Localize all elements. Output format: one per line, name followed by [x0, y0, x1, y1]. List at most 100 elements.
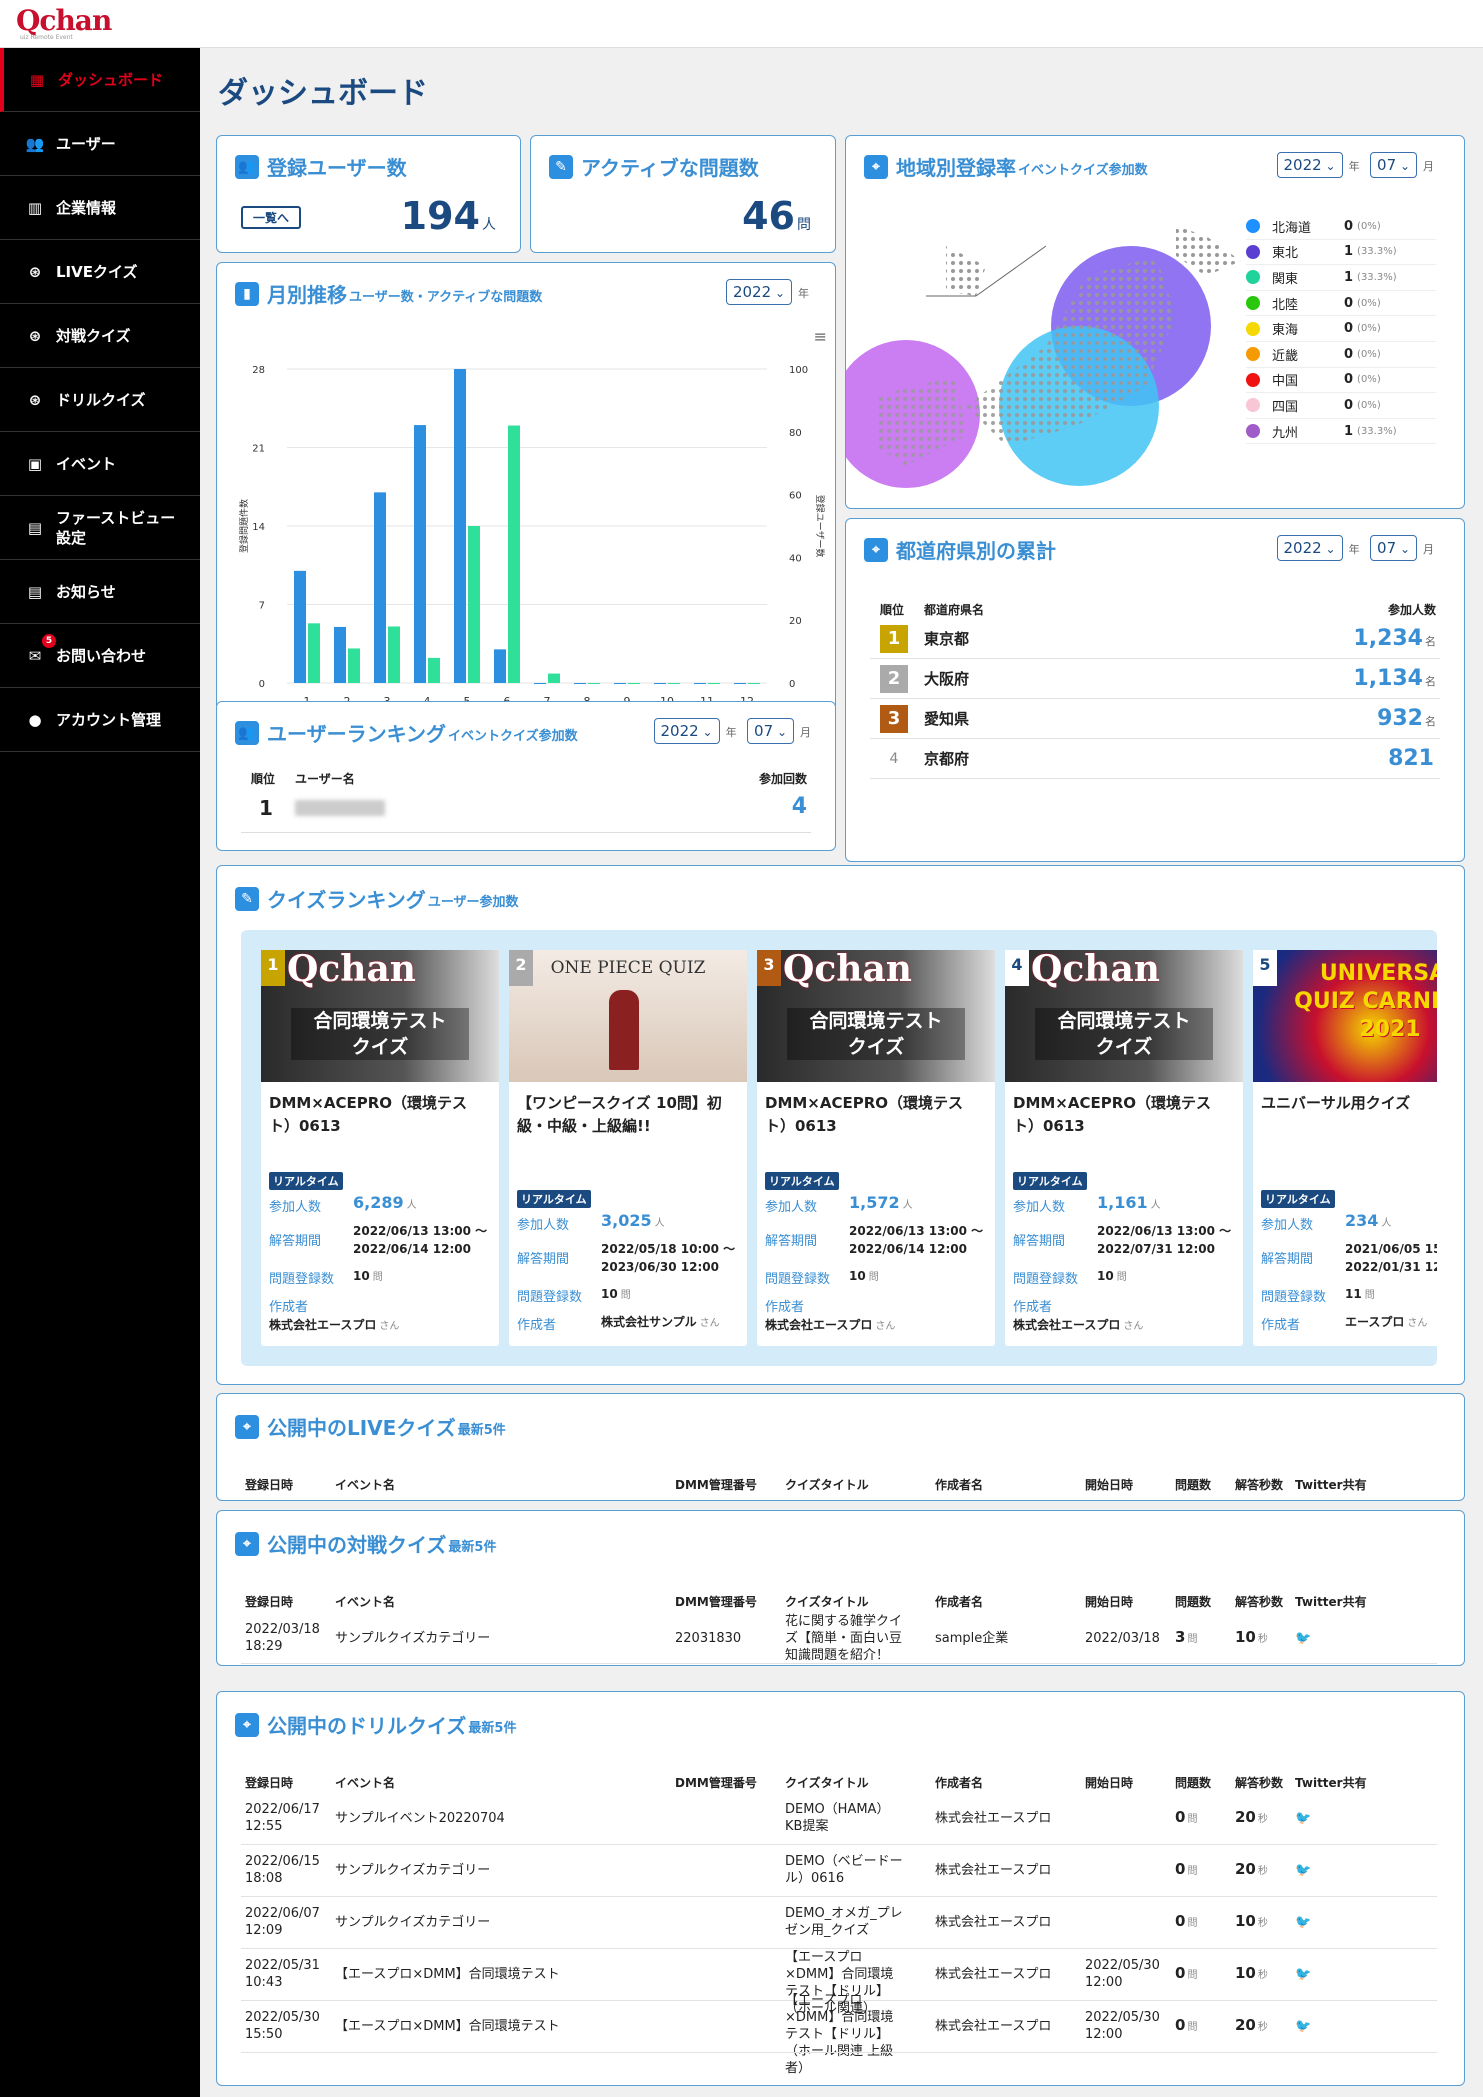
sidebar-item-label: お問い合わせ	[56, 647, 147, 665]
y-tick-right: 20	[789, 616, 802, 627]
cell-event[interactable]: サンプルクイズカテゴリー	[335, 1862, 491, 1878]
mail-icon: ✉	[28, 646, 42, 665]
month-select[interactable]: 07	[747, 718, 794, 744]
cell-seconds: 20 秒	[1235, 1808, 1268, 1826]
quiz-card[interactable]: Qchan 合同環境テスト クイズ 3 DMM×ACEPRO（環境テスト）0613 リア…	[757, 950, 995, 1346]
year-select[interactable]: 2022	[1276, 535, 1343, 561]
user-list-button[interactable]: 一覧へ	[241, 206, 302, 229]
col-header: 作成者名	[935, 1595, 984, 1609]
quiz-card[interactable]: UNIVERSAL QUIZ CARNIVAL 2021 5 ユニバーサル用クイズリ…	[1253, 950, 1437, 1346]
cell-title[interactable]: 【エースプロ×DMM】合同環境テスト【ドリル】（ホール関連）	[785, 1949, 894, 2016]
cell-author: 株式会社エースプロ	[935, 1914, 1052, 1930]
participants-value: 6,289 人	[353, 1193, 417, 1212]
thumb-brand: Qchan	[287, 950, 416, 990]
sidebar-item[interactable]: ⊛ ドリルクイズ	[0, 368, 200, 432]
quiz-card[interactable]: Qchan 合同環境テスト クイズ 1 DMM×ACEPRO（環境テスト）0613 リア…	[261, 950, 499, 1346]
year-select[interactable]: 2022	[725, 279, 792, 305]
author-value: エースプロ さん	[1345, 1315, 1428, 1329]
month-select[interactable]: 07	[1370, 535, 1417, 561]
year-select[interactable]: 2022	[653, 718, 720, 744]
prefecture-name: 京都府	[924, 750, 970, 768]
region-legend-item[interactable]: 中国 0 (0%)	[1246, 368, 1436, 394]
legend-dot	[1246, 424, 1260, 439]
twitter-share-icon[interactable]: 🐦	[1295, 1811, 1312, 1826]
app-logo[interactable]: Qchan uiz Remote Event	[16, 4, 112, 41]
region-legend-item[interactable]: 四国 0 (0%)	[1246, 393, 1436, 419]
sidebar-item[interactable]: ▦ ダッシュボード	[0, 48, 200, 112]
sidebar-item[interactable]: ▤ ファーストビュー 設定	[0, 496, 200, 560]
sidebar-item[interactable]: ✉ お問い合わせ 5	[0, 624, 200, 688]
quiz-title[interactable]: DMM×ACEPRO（環境テスト）0613	[1013, 1094, 1212, 1135]
cell-event[interactable]: 【エースプロ×DMM】合同環境テスト	[335, 2018, 560, 2034]
thumb-brand: Qchan	[783, 950, 912, 990]
quiz-title[interactable]: 【ワンピースクイズ 10問】初級・中級・上級編!!	[517, 1094, 722, 1135]
twitter-share-icon[interactable]: 🐦	[1295, 1915, 1312, 1930]
cell-seconds: 10 秒	[1235, 1964, 1268, 1982]
sidebar-item-label: ダッシュボード	[58, 71, 164, 89]
bar-active-questions	[414, 425, 426, 683]
month-select[interactable]: 07	[1370, 152, 1417, 178]
cell-title[interactable]: DEMO_オメガ_プレゼン用_クイズ	[785, 1906, 903, 1938]
region-legend-item[interactable]: 北海道 0 (0%)	[1246, 214, 1436, 240]
twitter-share-icon[interactable]: 🐦	[1295, 1631, 1312, 1646]
bar-active-questions	[294, 570, 306, 683]
cell-event[interactable]: サンプルクイズカテゴリー	[335, 1914, 491, 1930]
quiz-card[interactable]: Qchan 合同環境テスト クイズ 4 DMM×ACEPRO（環境テスト）0613 リア…	[1005, 950, 1243, 1346]
year-select[interactable]: 2022	[1276, 152, 1343, 178]
cell-title[interactable]: DEMO（HAMA）KB提案	[785, 1802, 890, 1834]
map-pin-icon: ⌖	[864, 537, 888, 562]
sidebar-item[interactable]: ▥ 企業情報	[0, 176, 200, 240]
col-header: DMM管理番号	[675, 1478, 757, 1492]
region-legend-item[interactable]: 近畿 0 (0%)	[1246, 342, 1436, 368]
label-period: 解答期間	[765, 1234, 818, 1249]
sidebar-item[interactable]: ▤ お知らせ	[0, 560, 200, 624]
character-figure	[609, 990, 639, 1070]
sidebar-item[interactable]: 👥 ユーザー	[0, 112, 200, 176]
cell-event[interactable]: 【エースプロ×DMM】合同環境テスト	[335, 1966, 560, 1982]
bar-active-questions	[694, 683, 706, 684]
cell-title[interactable]: DEMO（ベビードール）0616	[785, 1854, 903, 1886]
twitter-share-icon[interactable]: 🐦	[1295, 1967, 1312, 1982]
region-count: 0	[1344, 218, 1354, 234]
cell-title[interactable]: 花に関する雑学クイズ【簡単・面白い豆知識問題を紹介！	[785, 1613, 903, 1663]
realtime-tag: リアルタイム	[517, 1190, 591, 1208]
cell-seconds: 20 秒	[1235, 1860, 1268, 1878]
cell-date: 2022/05/30 15:50	[245, 2010, 320, 2042]
year-select-group: 2022年	[725, 279, 815, 305]
quiz-card[interactable]: ONE PIECE QUIZ 2 【ワンピースクイズ 10問】初級・中級・上級編!!…	[509, 950, 747, 1346]
col-header: 開始日時	[1085, 1776, 1134, 1790]
cell-author: 株式会社エースプロ	[935, 1966, 1052, 1982]
region-count: 0	[1344, 295, 1354, 311]
menu-icon[interactable]: ≡	[813, 327, 827, 346]
period-value: 2022/06/13 13:00 〜 2022/07/31 12:00	[1097, 1224, 1232, 1256]
quiz-title[interactable]: DMM×ACEPRO（環境テスト）0613	[269, 1094, 468, 1135]
region-pct: (0%)	[1357, 348, 1381, 360]
cell-event[interactable]: サンプルイベント20220704	[335, 1810, 505, 1826]
realtime-tag: リアルタイム	[1013, 1172, 1087, 1190]
region-legend-item[interactable]: 九州 1 (33.3%)	[1246, 419, 1436, 445]
sidebar-item[interactable]: ⊛ 対戦クイズ	[0, 304, 200, 368]
region-legend-item[interactable]: 北陸 0 (0%)	[1246, 291, 1436, 317]
region-name: 東海	[1272, 323, 1299, 339]
twitter-share-icon[interactable]: 🐦	[1295, 2019, 1312, 2034]
region-pct: (33.3%)	[1357, 425, 1397, 437]
region-legend-item[interactable]: 関東 1 (33.3%)	[1246, 265, 1436, 291]
region-count: 0	[1344, 372, 1354, 388]
legend-dot	[1246, 296, 1260, 311]
cell-date: 2022/05/31 10:43	[245, 1958, 320, 1990]
region-legend-item[interactable]: 東海 0 (0%)	[1246, 316, 1436, 342]
region-legend-item[interactable]: 東北 1 (33.3%)	[1246, 240, 1436, 266]
quiz-title[interactable]: DMM×ACEPRO（環境テスト）0613	[765, 1094, 964, 1135]
sidebar-item[interactable]: ● アカウント管理	[0, 688, 200, 752]
cell-event[interactable]: サンプルクイズカテゴリー	[335, 1630, 491, 1646]
twitter-share-icon[interactable]: 🐦	[1295, 1863, 1312, 1878]
map-pin-icon: ⌖	[235, 1414, 259, 1439]
legend-dot	[1246, 244, 1260, 259]
row-divider	[241, 2000, 1437, 2001]
cell-title[interactable]: 【エースプロ×DMM】合同環境テスト【ドリル】（ホール関連 上級者）	[785, 1993, 894, 2076]
quiz-title[interactable]: ユニバーサル用クイズ	[1261, 1094, 1411, 1112]
sidebar-item[interactable]: ⊛ LIVEクイズ	[0, 240, 200, 304]
sidebar-item[interactable]: ▣ イベント	[0, 432, 200, 496]
quiz-carousel[interactable]: Qchan 合同環境テスト クイズ 1 DMM×ACEPRO（環境テスト）0613 リア…	[241, 930, 1437, 1366]
